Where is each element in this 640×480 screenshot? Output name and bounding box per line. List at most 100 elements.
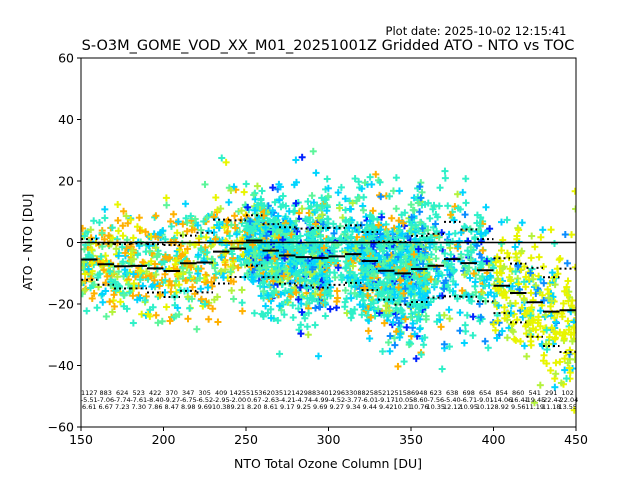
data-point: [171, 260, 179, 268]
data-point: [251, 245, 259, 253]
data-point: [564, 277, 572, 285]
bin-annotation: 6.67: [99, 403, 113, 411]
data-point: [217, 253, 225, 261]
data-point: [227, 277, 235, 285]
bin-annotation: 9.17: [280, 403, 294, 411]
data-point: [269, 184, 277, 192]
data-point: [193, 325, 201, 333]
data-point: [133, 223, 141, 231]
data-point: [220, 223, 228, 231]
y-tick-label: 20: [58, 174, 74, 189]
data-point: [184, 293, 192, 301]
data-point: [203, 248, 211, 256]
data-point: [225, 198, 233, 206]
data-point: [185, 269, 193, 277]
data-point: [182, 277, 190, 285]
data-point: [536, 307, 544, 315]
x-tick-label: 200: [152, 432, 176, 447]
data-point: [304, 331, 312, 339]
data-point: [221, 261, 229, 269]
data-point: [148, 272, 156, 280]
data-point: [389, 187, 397, 195]
data-point: [119, 222, 127, 230]
data-point: [135, 214, 143, 222]
data-point: [348, 233, 356, 241]
data-point: [308, 192, 316, 200]
data-point: [172, 312, 180, 320]
data-point: [274, 212, 282, 220]
data-point: [392, 174, 400, 182]
data-point: [420, 341, 428, 349]
data-point: [103, 272, 111, 280]
data-point: [460, 339, 468, 347]
data-point: [120, 207, 128, 215]
data-point: [248, 273, 256, 281]
data-point: [127, 216, 135, 224]
data-point: [204, 301, 212, 309]
data-point: [210, 296, 218, 304]
data-point: [174, 304, 182, 312]
data-point: [527, 341, 535, 349]
x-tick-label: 400: [482, 432, 506, 447]
data-point: [342, 206, 350, 214]
data-point: [145, 242, 153, 250]
data-point: [482, 203, 490, 211]
data-point: [444, 202, 452, 210]
bin-annotation: 8.61: [264, 403, 278, 411]
data-point: [550, 239, 558, 247]
data-point: [184, 245, 192, 253]
data-point: [96, 270, 104, 278]
data-point: [96, 259, 104, 267]
data-point: [262, 264, 270, 272]
data-point: [311, 321, 319, 329]
data-point: [250, 309, 258, 317]
data-point: [161, 276, 169, 284]
data-point: [535, 253, 543, 261]
bin-annotation: 10.12: [476, 403, 495, 411]
data-point: [377, 193, 385, 201]
data-point: [438, 365, 446, 373]
x-axis: 150 200 250 300 350 400 450: [69, 427, 588, 447]
data-point: [204, 283, 212, 291]
data-point: [147, 257, 155, 265]
data-point: [128, 247, 136, 255]
data-point: [217, 205, 225, 213]
data-point: [266, 218, 274, 226]
data-point: [179, 220, 187, 228]
data-point: [539, 226, 547, 234]
data-point: [151, 260, 159, 268]
x-tick-label: 250: [234, 432, 258, 447]
data-point: [205, 227, 213, 235]
data-point: [124, 219, 132, 227]
data-point: [87, 226, 95, 234]
data-point: [223, 218, 231, 226]
data-point: [250, 224, 258, 232]
data-point: [137, 266, 145, 274]
data-point: [258, 187, 266, 195]
data-point: [144, 310, 152, 318]
data-point: [251, 272, 259, 280]
data-point: [261, 240, 269, 248]
data-point: [540, 263, 548, 271]
data-point: [527, 254, 535, 262]
data-point: [191, 215, 199, 223]
x-tick-label: 300: [317, 432, 341, 447]
data-point: [88, 294, 96, 302]
data-point: [141, 296, 149, 304]
bin-annotation: 8.20: [247, 403, 261, 411]
data-point: [244, 203, 252, 211]
data-point: [194, 251, 202, 259]
data-point: [303, 323, 311, 331]
data-point: [267, 305, 275, 313]
data-point: [426, 214, 434, 222]
data-point: [268, 267, 276, 275]
data-point: [255, 265, 263, 273]
data-point: [239, 237, 247, 245]
data-point: [267, 314, 275, 322]
y-tick-label: 60: [58, 51, 74, 66]
data-point: [563, 259, 571, 267]
data-point: [261, 224, 269, 232]
data-point: [262, 232, 270, 240]
data-point: [264, 254, 272, 262]
data-point: [136, 227, 144, 235]
